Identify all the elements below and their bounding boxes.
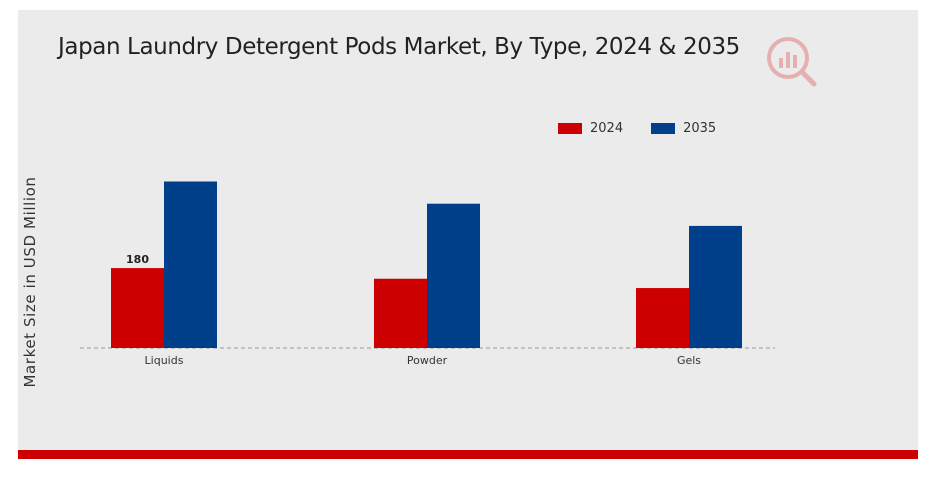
bar-powder-2024: [374, 278, 427, 348]
legend: 2024 2035: [558, 121, 744, 136]
legend-item-2024: 2024: [558, 121, 623, 136]
brand-logo-icon: [767, 37, 817, 87]
bar-gels-2024: [636, 288, 689, 348]
legend-label-2024: 2024: [590, 121, 624, 136]
bar-liquids-2035: [164, 181, 217, 348]
bar-powder-2035: [427, 203, 480, 348]
legend-swatch-2024: [558, 123, 582, 134]
bar-gels-2035: [689, 225, 742, 348]
legend-swatch-2035: [651, 123, 676, 134]
x-tick-label-powder: Powder: [407, 354, 448, 367]
data-label-liquids-2024: 180: [126, 253, 149, 266]
bottom-accent-bar: [18, 450, 918, 459]
legend-item-2035: 2035: [651, 121, 716, 136]
legend-label-2035: 2035: [683, 121, 717, 136]
x-tick-label-gels: Gels: [677, 354, 701, 367]
bar-liquids-2024: [111, 268, 164, 348]
x-tick-label-liquids: Liquids: [145, 354, 184, 367]
chart-title: Japan Laundry Detergent Pods Market, By …: [58, 34, 740, 60]
